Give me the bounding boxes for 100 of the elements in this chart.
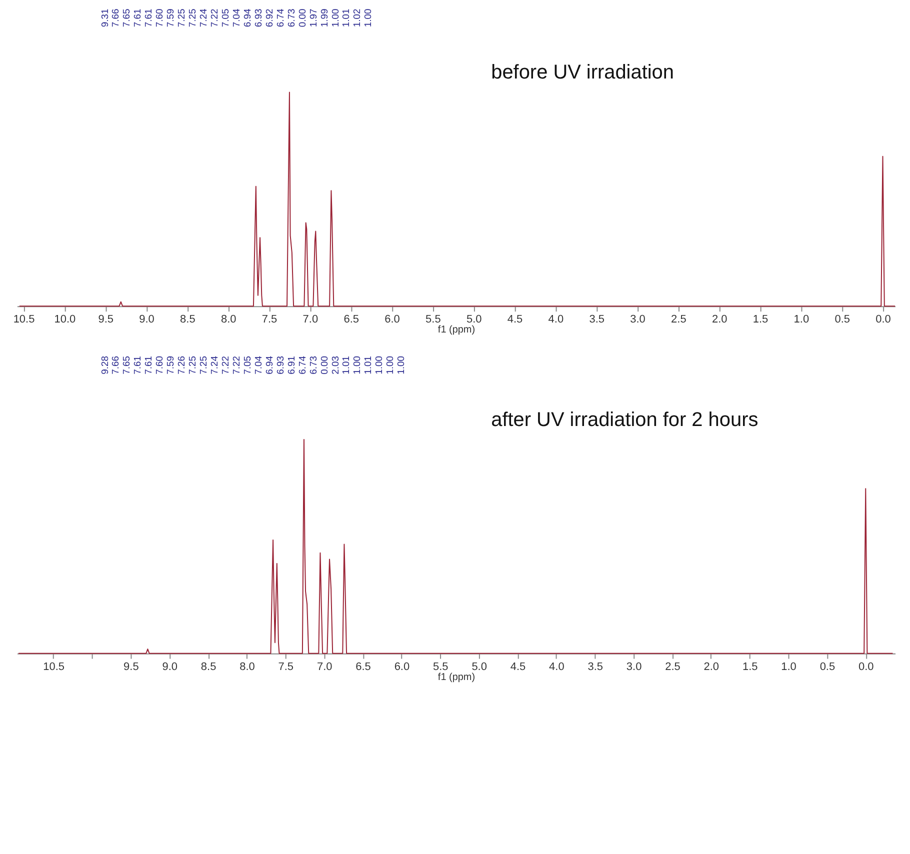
- text: 0.00: [297, 8, 308, 28]
- x-tick-label: 2.0: [704, 660, 720, 673]
- text: 7.26: [176, 356, 188, 374]
- text: 7.61: [144, 8, 155, 28]
- text: 9.31: [100, 8, 111, 28]
- x-tick-label: 8.5: [180, 314, 196, 326]
- text: 7.25: [188, 8, 199, 28]
- x-tick-label: 5.5: [433, 660, 448, 673]
- text: 1.99: [319, 8, 330, 28]
- text: 7.61: [132, 356, 144, 374]
- x-tick-label: 3.5: [589, 314, 604, 326]
- text: 7.66: [110, 8, 122, 28]
- text: 7.25: [198, 356, 210, 374]
- text: 7.24: [198, 8, 210, 28]
- x-tick-label: 5.0: [472, 660, 487, 673]
- x-tick-label: 7.0: [302, 314, 318, 326]
- x-tick-label: 7.5: [278, 660, 294, 673]
- x-tick-label: 9.5: [98, 314, 114, 326]
- text: 7.22: [231, 356, 242, 374]
- x-tick-label: 0.0: [876, 314, 891, 326]
- x-tick-label: 2.5: [665, 660, 680, 673]
- text: 7.65: [122, 356, 133, 374]
- x-tick-label: 7.5: [262, 314, 278, 326]
- x-axis-title: f1 (ppm): [438, 672, 476, 683]
- text: 7.60: [154, 356, 166, 374]
- text: 6.74: [297, 356, 308, 374]
- text: 6.93: [253, 8, 264, 28]
- x-tick-label: 1.0: [781, 660, 796, 673]
- x-tick-label: 7.0: [316, 660, 332, 673]
- text: 1.01: [363, 356, 374, 374]
- x-tick-label: 4.5: [507, 314, 523, 326]
- text: 7.59: [166, 8, 177, 28]
- text: 7.61: [144, 356, 155, 374]
- text: 2.03: [330, 356, 342, 374]
- text: 1.00: [385, 356, 396, 374]
- x-tick-label: 3.0: [626, 660, 642, 673]
- x-tick-label: 6.5: [344, 314, 359, 326]
- x-tick-label: 9.0: [162, 660, 178, 673]
- text: 6.93: [275, 356, 286, 374]
- x-tick-label: 10.5: [13, 314, 35, 326]
- text: 1.97: [308, 8, 320, 28]
- text: 0.00: [319, 356, 330, 374]
- text: 7.59: [166, 356, 177, 374]
- text: 7.22: [220, 356, 232, 374]
- text: 1.00: [374, 356, 386, 374]
- text: 6.94: [242, 8, 254, 28]
- x-tick-label: 6.5: [356, 660, 371, 673]
- x-tick-label: 4.0: [548, 314, 564, 326]
- text: 7.24: [210, 356, 221, 374]
- text: 1.01: [341, 356, 352, 374]
- text: 1.00: [363, 8, 374, 28]
- text: 6.73: [308, 356, 320, 374]
- x-tick-label: 6.0: [384, 314, 400, 326]
- x-tick-label: 8.0: [220, 314, 236, 326]
- chart-title: after UV irradiation for 2 hours: [491, 408, 758, 431]
- text: 6.73: [286, 8, 298, 28]
- x-tick-label: 9.0: [139, 314, 154, 326]
- text: 6.91: [286, 356, 298, 374]
- text: 7.04: [253, 356, 264, 374]
- text: 7.25: [176, 8, 188, 28]
- x-tick-label: 2.5: [671, 314, 686, 326]
- x-tick-label: 6.0: [394, 660, 410, 673]
- x-tick-label: 10.0: [54, 314, 76, 326]
- text: 7.25: [188, 356, 199, 374]
- text: 7.61: [132, 8, 144, 28]
- x-tick-label: 9.5: [124, 660, 139, 673]
- x-tick-label: 2.0: [712, 314, 728, 326]
- x-tick-label: 0.0: [858, 660, 874, 673]
- text: 1.00: [330, 8, 342, 28]
- x-tick-label: 8.0: [240, 660, 255, 673]
- x-tick-label: 5.5: [426, 314, 441, 326]
- text: 7.60: [154, 8, 166, 28]
- text: 1.01: [341, 8, 352, 28]
- text: 7.66: [110, 356, 122, 374]
- chart-title: before UV irradiation: [491, 62, 674, 84]
- x-tick-label: 4.5: [510, 660, 526, 673]
- x-tick-label: 1.5: [742, 660, 758, 673]
- text: 6.94: [264, 356, 276, 374]
- x-tick-label: 4.0: [549, 660, 564, 673]
- x-tick-label: 3.5: [588, 660, 603, 673]
- x-axis-title: f1 (ppm): [438, 324, 476, 336]
- x-tick-label: 8.5: [200, 660, 216, 673]
- x-tick-label: 0.5: [820, 660, 836, 673]
- x-tick-label: 10.5: [43, 660, 64, 673]
- text: 6.74: [275, 8, 286, 28]
- text: 7.04: [231, 8, 242, 28]
- text: 7.05: [220, 8, 232, 28]
- x-tick-label: 1.5: [752, 314, 768, 326]
- text: 6.92: [264, 8, 276, 28]
- x-tick-label: 1.0: [794, 314, 810, 326]
- text: 9.28: [100, 356, 111, 374]
- text: 7.05: [242, 356, 254, 374]
- x-tick-label: 5.0: [466, 314, 482, 326]
- text: 1.00: [352, 356, 364, 374]
- x-tick-label: 3.0: [630, 314, 646, 326]
- text: 7.22: [210, 8, 221, 28]
- text: 7.65: [122, 8, 133, 28]
- text: 1.00: [396, 356, 408, 374]
- x-tick-label: 0.5: [834, 314, 850, 326]
- text: 1.02: [352, 8, 364, 28]
